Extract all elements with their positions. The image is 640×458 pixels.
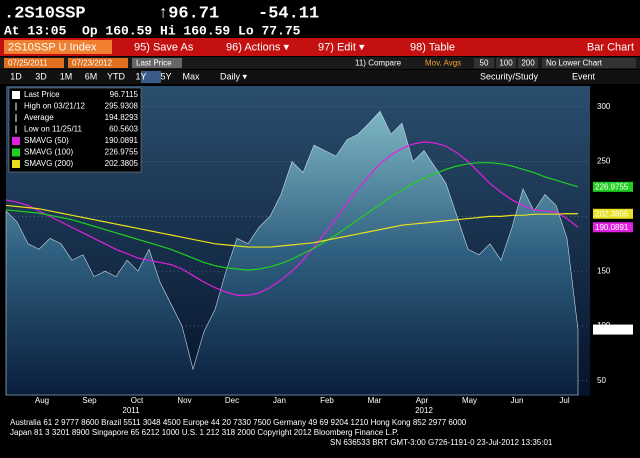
range[interactable]: YTD [107,71,126,81]
value-tag-text: 202.3805 [595,209,629,218]
legend-label: SMAVG (200) [24,159,74,168]
range[interactable]: 3D [35,71,47,81]
period: 100 [499,59,513,68]
legend-swatch [12,137,20,145]
control-box[interactable] [4,58,64,68]
mov-avgs[interactable]: Mov. Avgs [425,59,461,68]
value-tag-text: 96.7115 [595,325,624,334]
legend-label: Average [24,113,54,122]
toolbar-button[interactable]: 97) Edit ▾ [318,41,365,53]
legend-label: SMAVG (50) [24,136,69,145]
value-tag [593,208,633,219]
legend-swatch [12,148,20,157]
legend-value: 202.3805 [105,159,139,168]
control-box[interactable] [542,58,636,68]
toolbar [0,38,640,56]
footer-line: SN 636533 BRT GMT-3:00 G726-1191-0 23-Ju… [330,438,553,447]
study[interactable]: Security/Study [480,71,539,81]
x-tick-label: Apr [416,396,429,405]
chart-type[interactable]: Bar Chart [587,41,634,53]
x-tick-label: Jul [559,396,569,405]
y-tick-label: 300 [597,102,611,111]
legend-label: SMAVG (100) [24,148,74,157]
end-date: 07/23/2012 [72,59,113,68]
y-tick-label: 150 [597,266,611,275]
range[interactable]: 5Y [160,71,171,81]
start-date: 07/25/2011 [8,59,48,68]
value-tag [593,181,633,192]
change: -54.11 [258,4,319,23]
toolbar-button[interactable]: 96) Actions ▾ [226,41,289,53]
last: ↑96.71 [158,4,219,23]
legend-swatch [12,160,20,168]
x-tick-label: Jan [273,396,286,405]
compare[interactable]: 11) Compare [355,59,402,68]
x-tick-label: Sep [82,396,97,405]
year-label: 2011 [122,406,140,415]
range[interactable]: 1D [10,71,22,81]
range[interactable]: 1Y [135,71,146,81]
sma-line [5,204,579,248]
legend-label: Last Price [24,90,60,99]
legend-label: Low on 11/25/11 [24,125,83,134]
x-tick-label: Jun [511,396,524,405]
value-tag-text: 226.9755 [595,182,629,191]
x-tick-label: Dec [225,396,239,405]
field: Last Price [136,59,172,68]
x-tick-label: Nov [177,396,191,405]
price-area [5,110,579,396]
legend-value: 226.9755 [105,148,139,157]
range[interactable]: Max [182,71,200,81]
sma-line [5,162,579,271]
footer-line: Japan 81 3 3201 8900 Singapore 65 6212 1… [10,428,399,437]
legend-label: High on 03/21/12 [24,102,85,111]
year-label: 2012 [415,406,433,415]
y-tick-label: 250 [597,157,611,166]
legend-value: 295.9308 [105,102,139,111]
control-box[interactable] [132,58,182,68]
legend-value: 96.7115 [110,90,139,99]
x-tick-label: Oct [131,396,144,405]
value-tag-text: 190.0891 [595,223,629,232]
range[interactable]: 1M [60,71,73,81]
legend-value: 194.8293 [105,113,139,122]
control-box[interactable] [68,58,128,68]
range[interactable]: 6M [85,71,98,81]
period: 50 [480,59,489,68]
x-tick-label: Mar [368,396,382,405]
x-tick-label: Feb [320,396,334,405]
legend-box [8,87,142,173]
value-tag [593,324,633,335]
sma-line [5,141,579,296]
x-tick-label: May [462,396,477,405]
control-box[interactable] [141,71,161,83]
period: 200 [521,59,535,68]
control-box[interactable] [474,58,494,68]
legend-value: 190.0891 [105,136,139,145]
legend-value: 60.5603 [109,125,138,134]
toolbar-button[interactable]: 98) Table [410,41,455,53]
ticker: .2S10SSP [4,4,86,23]
event[interactable]: Event [572,71,596,81]
x-tick-label: Aug [35,396,49,405]
security-box[interactable] [4,40,112,54]
value-tag [593,222,633,233]
control-box[interactable] [518,58,538,68]
control-box[interactable] [496,58,516,68]
footer-line: Australia 61 2 9777 8600 Brazil 5511 304… [10,418,467,427]
toolbar-button[interactable]: 95) Save As [134,41,194,53]
legend-swatch [12,91,20,99]
frequency[interactable]: Daily ▾ [220,71,248,81]
quote: At 13:05 Op 160.59 Hi 160.59 Lo 77.75 [4,23,301,38]
y-tick-label: 50 [597,376,606,385]
lower-chart: No Lower Chart [546,59,603,68]
security: 2S10SSP U Index [8,41,97,53]
